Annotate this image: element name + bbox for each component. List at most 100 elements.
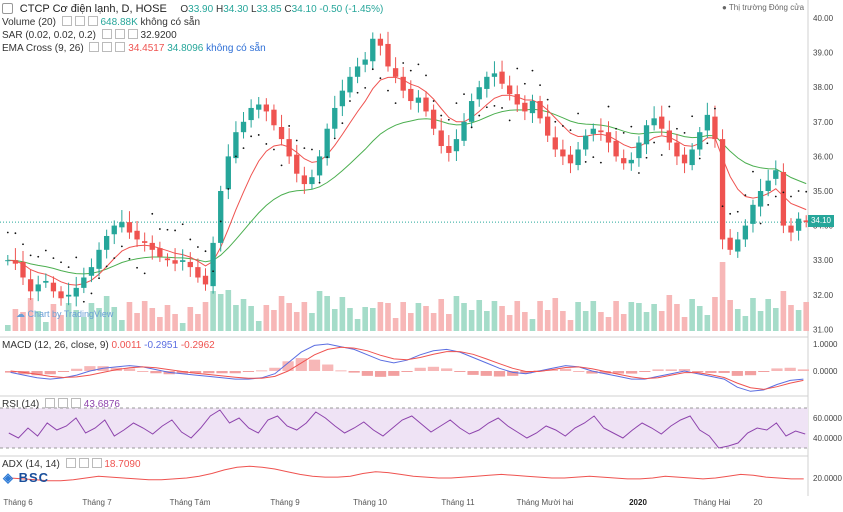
candle (5, 260, 11, 262)
volume-bar (575, 302, 581, 331)
candle (780, 171, 787, 226)
candle (506, 85, 513, 95)
ema-value-2: 34.8096 (167, 43, 204, 54)
sar-dot (790, 195, 792, 198)
sar-dot (493, 104, 496, 107)
close-icon[interactable] (115, 42, 126, 53)
eye-icon[interactable] (45, 398, 56, 409)
candle (233, 132, 239, 159)
volume-bar (88, 303, 95, 331)
volume-legend[interactable]: Volume (20) 648.88K không có sẵn (2, 16, 200, 30)
sar-dot (546, 98, 549, 101)
close-icon[interactable] (91, 458, 102, 469)
eye-icon[interactable] (61, 16, 72, 27)
volume-bar (734, 309, 741, 331)
settings-icon[interactable] (114, 29, 125, 40)
volume-bar (795, 310, 802, 331)
candle (180, 260, 186, 262)
x-tick-label: Tháng 6 (3, 498, 33, 507)
candle (126, 222, 133, 233)
candle (689, 149, 695, 166)
collapse-icon[interactable] (2, 2, 13, 14)
macd-histogram-bar (31, 371, 43, 376)
volume-bar (544, 310, 551, 331)
settings-icon[interactable] (74, 16, 85, 27)
macd-histogram-bar (507, 371, 519, 376)
sar-dot (288, 125, 291, 127)
market-status: ● Thị trường Đóng cửa (722, 3, 805, 12)
x-tick-label: Tháng 9 (270, 498, 300, 507)
candle (446, 146, 452, 153)
volume-bar (301, 302, 308, 331)
sar-dot (29, 254, 32, 257)
macd-histogram-bar (176, 371, 188, 374)
macd-histogram-bar (322, 364, 334, 371)
macd-histogram-bar (374, 371, 387, 377)
macd-legend[interactable]: MACD (12, 26, close, 9) 0.0011 -0.2951 -… (2, 339, 215, 353)
eye-icon[interactable] (101, 29, 112, 40)
candle (605, 132, 612, 143)
x-tick-label: Tháng 10 (353, 498, 387, 507)
candle (309, 177, 315, 185)
adx-legend[interactable]: ADX (14, 14) 18.7090 (2, 458, 141, 472)
open-value: 33.90 (188, 4, 214, 15)
macd-histogram-bar (599, 371, 611, 374)
candle (172, 260, 178, 264)
rsi-legend[interactable]: RSI (14) 43.6876 (2, 398, 120, 412)
bsc-logo: ◈ BSC (3, 470, 50, 485)
close-icon[interactable] (87, 16, 98, 27)
sar-dot (767, 203, 770, 206)
macd-histogram-bar (612, 371, 625, 374)
ema-legend[interactable]: EMA Cross (9, 26) 34.4517 34.8096 không … (2, 42, 266, 56)
macd-histogram-bar (771, 368, 783, 371)
sar-legend[interactable]: SAR (0.02, 0.02, 0.2) 32.9200 (2, 29, 177, 43)
macd-label: MACD (12, 26, close, 9) (2, 340, 109, 351)
sar-dot (189, 238, 192, 241)
candle (301, 175, 308, 185)
sar-dot (303, 147, 306, 149)
volume-bar (316, 291, 323, 331)
candle (788, 225, 794, 233)
candle (666, 130, 672, 143)
settings-icon[interactable] (102, 42, 113, 53)
candle (50, 282, 57, 292)
volume-bar (339, 297, 346, 331)
sar-dot (561, 125, 564, 127)
sar-dot (805, 190, 808, 193)
macd-value-2: -0.2951 (144, 340, 179, 351)
rsi-label: RSI (14) (2, 399, 40, 410)
volume-bar (362, 307, 368, 331)
sar-dot (250, 135, 253, 138)
macd-histogram-bar (242, 371, 255, 372)
close-icon[interactable] (71, 398, 82, 409)
eye-icon[interactable] (89, 42, 100, 53)
adx-value: 18.7090 (104, 459, 141, 470)
macd-histogram-bar (137, 371, 149, 372)
candle (514, 94, 520, 105)
candle (35, 284, 41, 292)
sar-dot (478, 114, 481, 117)
sar-dot (774, 195, 777, 198)
volume-bar (666, 295, 673, 331)
price-tick-label: 31.00 (813, 325, 834, 334)
volume-bar (96, 308, 102, 331)
candle (248, 107, 254, 121)
sar-dot (318, 181, 321, 184)
macd-histogram-bar (797, 369, 809, 371)
candle (332, 107, 338, 129)
candle (468, 101, 475, 122)
macd-histogram-bar (639, 371, 651, 372)
macd-histogram-bar (295, 358, 307, 371)
eye-icon[interactable] (65, 458, 76, 469)
sar-dot (706, 142, 709, 145)
candle (164, 258, 171, 261)
volume-bar (674, 304, 680, 331)
sar-dot (721, 205, 724, 208)
settings-icon[interactable] (78, 458, 89, 469)
close-icon[interactable] (127, 29, 138, 40)
macd-histogram-bar (678, 369, 691, 371)
volume-bar (65, 303, 72, 331)
volume-bar (499, 306, 505, 331)
settings-icon[interactable] (58, 398, 69, 409)
